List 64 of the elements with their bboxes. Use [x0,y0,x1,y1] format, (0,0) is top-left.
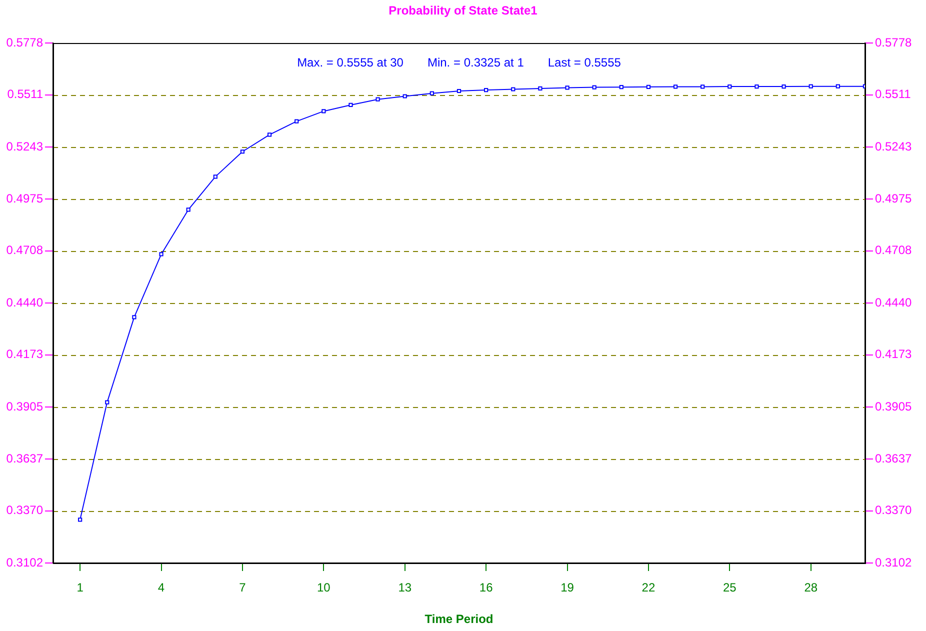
annotation: Max. = 0.5555 at 30 Min. = 0.3325 at 1 Last = 0.5555 [297,55,622,70]
point [240,150,245,154]
point [511,87,516,92]
point [836,84,840,88]
y2-tick-label: 0.4708 [875,243,912,258]
point [402,94,407,98]
x-tick-label: 4 [158,580,165,595]
point [322,109,326,114]
point [186,208,190,212]
y-tick-label: 0.3102 [6,555,44,570]
y2-tick-label: 0.3370 [875,503,912,518]
point [213,174,218,179]
x-axis-title: Time Period [424,612,494,626]
x-tick-label: 13 [398,580,412,595]
y-tick-label: 0.5511 [7,87,44,102]
point [78,518,82,522]
point [646,84,651,89]
y-tick-label: 0.4173 [6,347,44,362]
point [348,102,353,108]
y-tick-label: 0.3905 [6,399,44,414]
point [782,84,786,89]
point [619,85,624,90]
y-tick-label: 0.4708 [6,243,44,258]
point [159,252,164,256]
y2-tick-label: 0.3637 [875,451,912,466]
y2-tick-label: 0.5511 [875,87,912,102]
y2-tick-label: 0.4173 [875,347,912,362]
point [132,315,136,320]
x-tick-label: 22 [642,580,656,595]
chart-title: Probability of State State1 [388,3,538,18]
point [673,84,678,89]
point [267,132,272,137]
point [592,85,596,90]
y2-tick-label: 0.5778 [875,35,912,50]
x-tick-label: 25 [722,580,737,595]
point [538,86,542,91]
point [484,88,488,92]
point [565,86,570,90]
point [728,84,732,89]
y-tick-label: 0.3637 [6,451,44,466]
x-tick-label: 28 [804,580,818,595]
y2-tick-label: 0.3102 [875,555,912,570]
point [430,91,434,96]
x-tick-label: 1 [76,580,84,595]
point [294,119,299,124]
point [754,84,759,89]
y2-tick-label: 0.4440 [875,295,912,310]
y-tick-label: 0.5778 [6,35,44,50]
x-tick-label: 19 [560,580,574,595]
point [808,84,813,88]
x-tick-label: 10 [316,580,331,595]
y2-tick-label: 0.5243 [875,139,912,154]
point [376,97,380,102]
y-tick-label: 0.4440 [6,295,44,310]
point [700,84,705,89]
x-tick-label: 16 [479,580,494,595]
x-tick-label: 7 [239,580,246,595]
point [456,88,462,94]
y-tick-label: 0.3370 [6,503,44,518]
y2-tick-label: 0.4975 [875,191,912,206]
point [105,400,110,404]
y-tick-label: 0.5243 [6,139,44,154]
y2-tick-label: 0.3905 [875,399,912,414]
y-tick-label: 0.4975 [6,191,44,206]
